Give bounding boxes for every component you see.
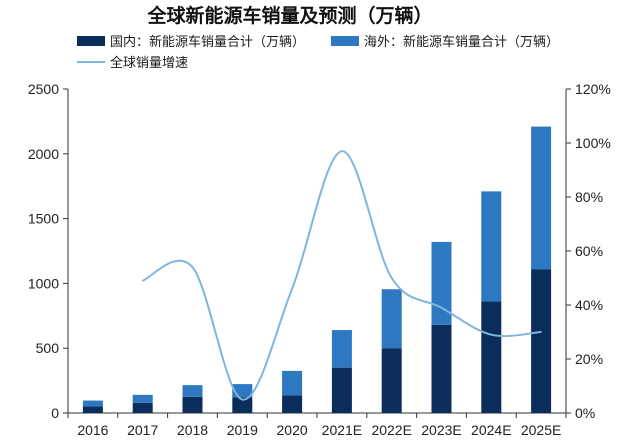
y-left-tick-label: 2000 [28, 146, 59, 162]
bar-domestic [232, 397, 253, 413]
bar-overseas [182, 385, 203, 397]
x-tick-label: 2022E [371, 422, 411, 438]
x-tick-label: 2024E [471, 422, 511, 438]
y-right-tick-label: 80% [575, 189, 603, 205]
growth-point [440, 306, 443, 309]
bar-domestic [182, 396, 203, 413]
legend-label-growth: 全球销量增速 [110, 55, 188, 71]
bar-overseas [82, 400, 103, 407]
growth-point [490, 333, 493, 336]
x-tick-label: 2023E [421, 422, 461, 438]
growth-point [341, 150, 343, 152]
bar-domestic [381, 348, 402, 413]
bar-domestic [132, 402, 153, 413]
growth-point [291, 288, 293, 290]
y-left-tick-label: 0 [51, 405, 59, 421]
bar-domestic [282, 395, 303, 413]
bar-overseas [531, 126, 552, 270]
growth-point [141, 279, 144, 282]
bar-overseas [481, 191, 502, 302]
x-tick-label: 2020 [277, 422, 308, 438]
growth-line [141, 150, 542, 401]
growth-point [241, 398, 244, 401]
x-tick-label: 2018 [177, 422, 208, 438]
legend-label-overseas: 海外：新能源车销量合计（万辆） [364, 34, 559, 50]
y-left-tick-label: 1500 [28, 211, 59, 227]
legend: 国内：新能源车销量合计（万辆） 海外：新能源车销量合计（万辆） 全球销量增速 [77, 34, 559, 71]
y-right-tick-label: 0% [575, 405, 595, 421]
bar-overseas [331, 330, 352, 368]
y-left-tick-label: 1000 [28, 275, 59, 291]
growth-point [540, 331, 542, 333]
bars [82, 126, 552, 413]
x-tick-label: 2016 [77, 422, 108, 438]
axes: 0 500 1000 1500 2000 2500 0% 20% 40% 60% 80% 100% 12… [28, 81, 611, 438]
bar-domestic [431, 324, 452, 413]
y-right-tick-label: 120% [575, 81, 611, 97]
bar-domestic [331, 367, 352, 413]
y-right-tick-label: 100% [575, 135, 611, 151]
bar-domestic [531, 269, 552, 413]
x-tick-label: 2017 [127, 422, 158, 438]
bar-overseas [282, 370, 303, 396]
bar-overseas [431, 241, 452, 325]
y-right-tick-label: 60% [575, 243, 603, 259]
legend-swatch-domestic [77, 36, 105, 46]
x-tick-label: 2025E [521, 422, 561, 438]
bar-overseas [381, 289, 402, 349]
y-right-tick-label: 20% [575, 351, 603, 367]
chart-title: 全球新能源车销量及预测（万辆） [146, 4, 432, 27]
growth-point [390, 277, 393, 279]
bar-overseas [132, 394, 153, 403]
y-left-tick-label: 2500 [28, 81, 59, 97]
growth-line-path [142, 150, 542, 401]
growth-point [191, 266, 194, 269]
y-left-tick-label: 500 [36, 340, 60, 356]
bar-domestic [82, 406, 103, 413]
bar-domestic [481, 301, 502, 413]
y-right-tick-label: 40% [575, 297, 603, 313]
legend-label-domestic: 国内：新能源车销量合计（万辆） [110, 34, 305, 50]
x-tick-label: 2021E [322, 422, 362, 438]
legend-swatch-overseas [331, 36, 359, 46]
x-tick-label: 2019 [227, 422, 258, 438]
